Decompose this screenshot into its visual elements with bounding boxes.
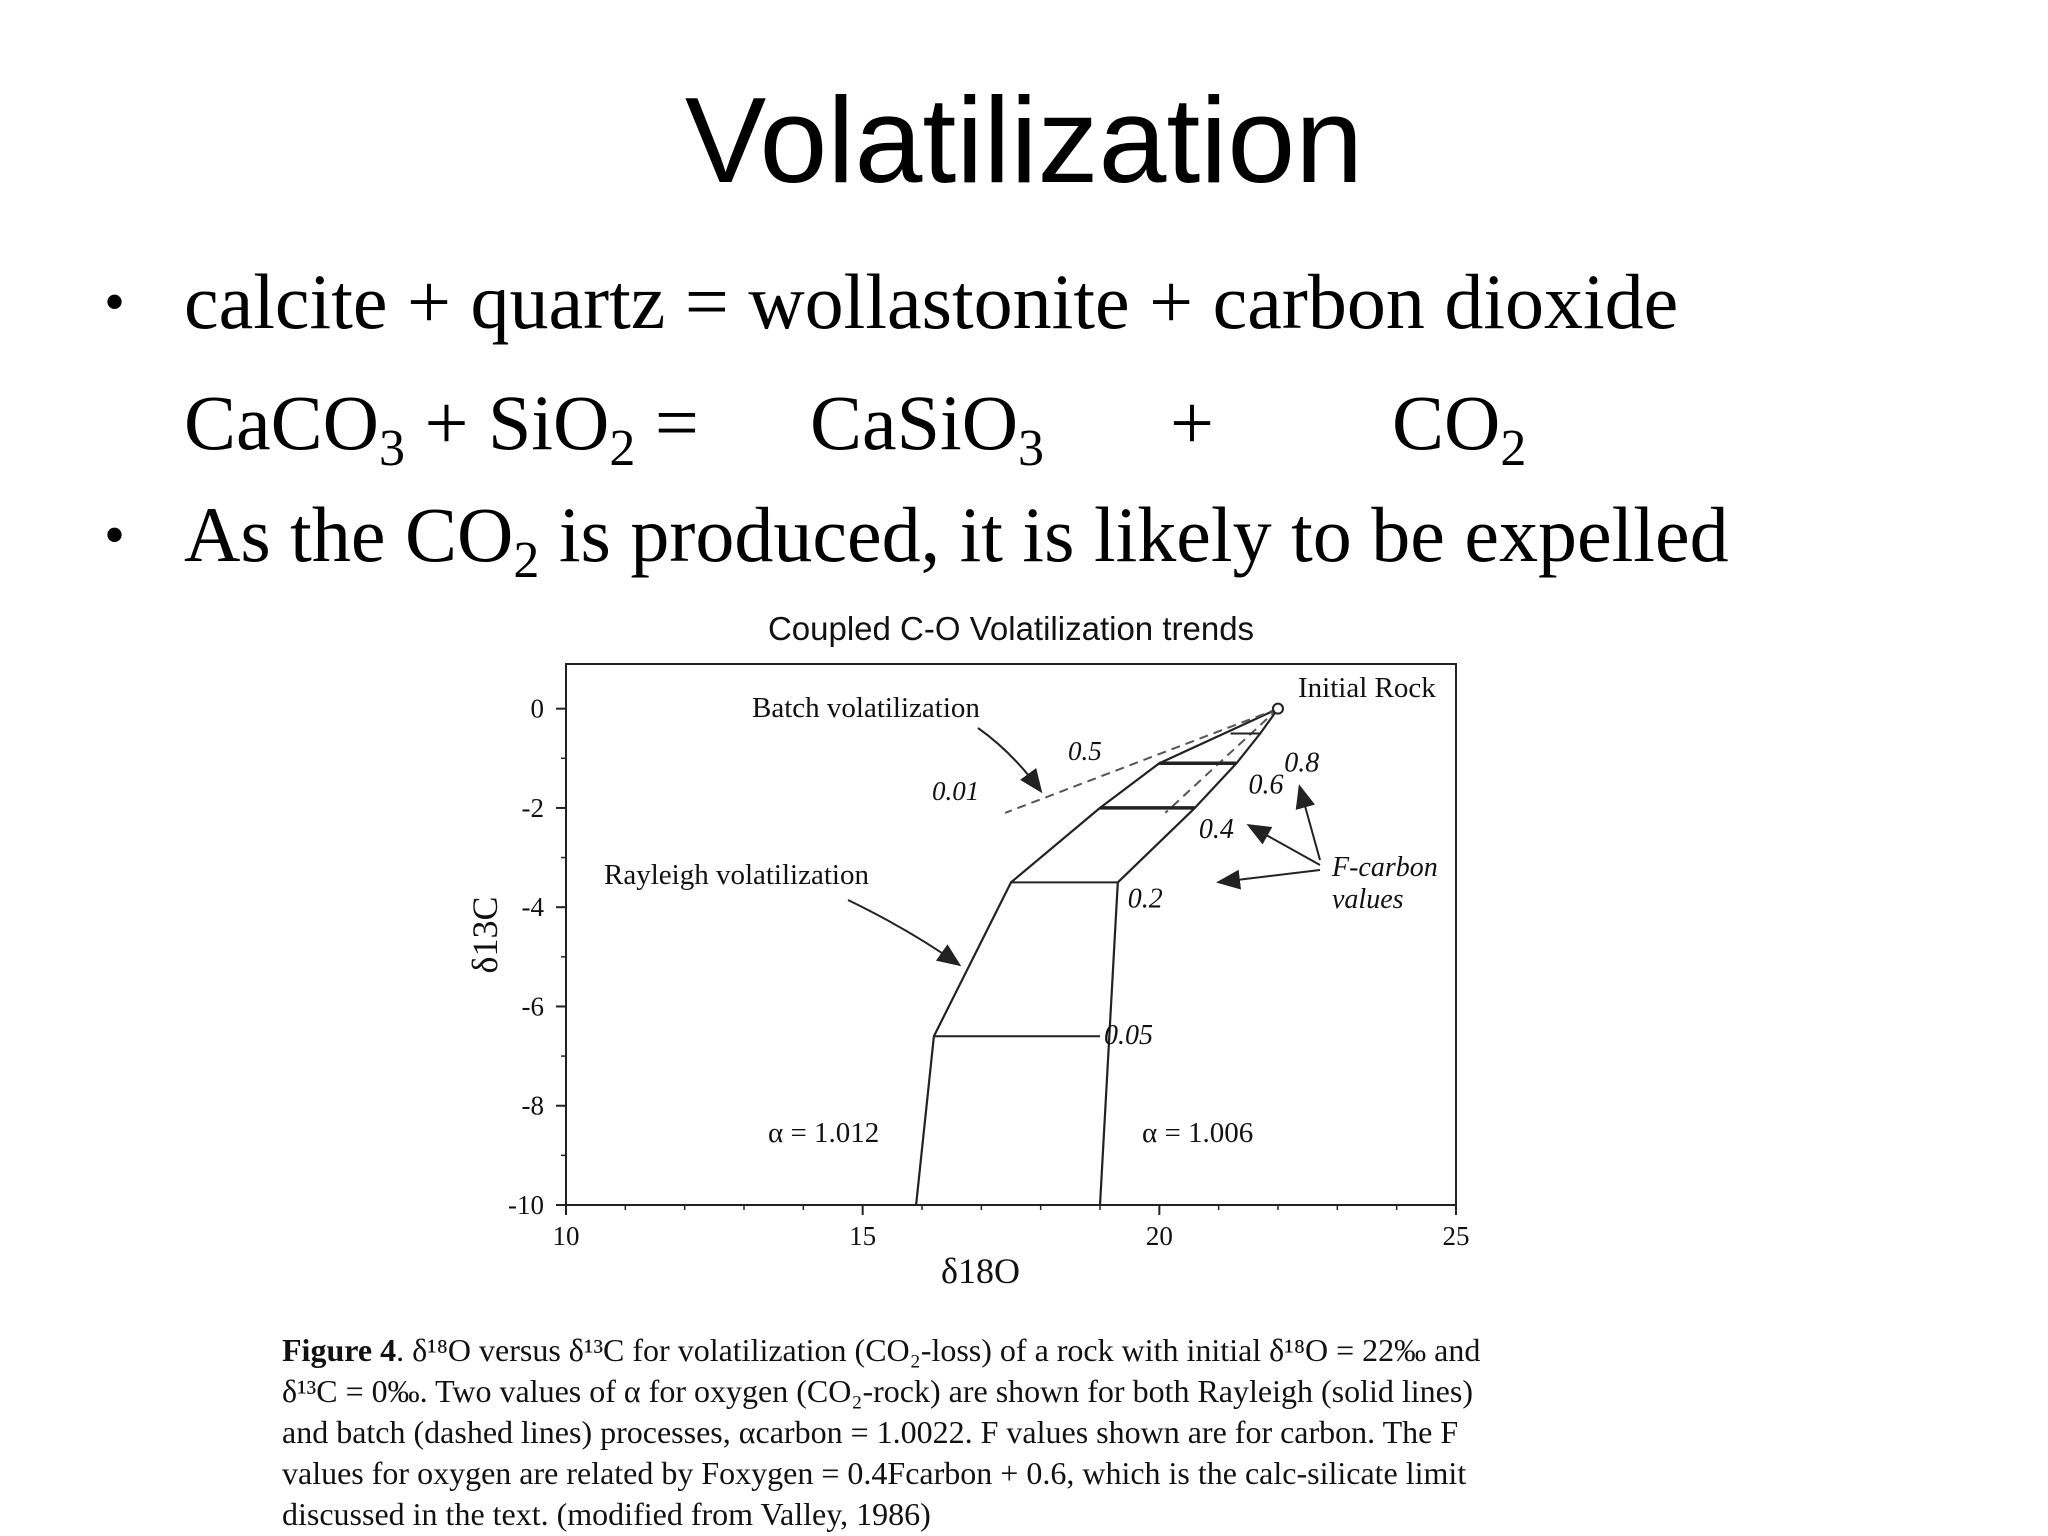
caption-line-5: discussed in the text. (modified from Va… — [282, 1496, 931, 1532]
figure-caption: Figure 4. δ¹⁸O versus δ¹³C for volatiliz… — [282, 1330, 1632, 1535]
x-tick-label: 20 — [1146, 1221, 1173, 1251]
y-tick-label: -6 — [522, 991, 545, 1021]
caption-line-3: and batch (dashed lines) processes, αcar… — [282, 1414, 1459, 1450]
chart-title: Coupled C-O Volatilization trends — [768, 610, 1254, 647]
annotation-batch: Batch volatilization — [752, 692, 980, 724]
arrow-rayleigh — [847, 899, 962, 967]
bullet-marker-1: • — [104, 269, 126, 335]
tie-label: 0.05 — [1104, 1020, 1153, 1051]
formula-quartz: SiO2 — [488, 379, 636, 477]
series-line-1 — [1098, 708, 1279, 1206]
annotation-batch-001: 0.01 — [932, 776, 979, 806]
series-line-3 — [1164, 707, 1279, 814]
annotation-rayleigh: Rayleigh volatilization — [604, 859, 869, 891]
formula-co2: CO2 — [1392, 379, 1527, 477]
slide-title: Volatilization — [684, 72, 1364, 208]
formula-plus-2: + — [1170, 379, 1214, 466]
arrow-f-carbon-06 — [1295, 784, 1321, 861]
y-axis-label: δ13C — [465, 897, 505, 974]
caption-line-2: δ¹³C = 0‰. Two values of α for oxygen (C… — [282, 1373, 1473, 1409]
initial-rock-marker — [1272, 702, 1284, 715]
y-tick-label: -8 — [522, 1091, 545, 1121]
x-tick-label: 15 — [849, 1221, 876, 1251]
bullet-text-reaction: calcite + quartz = wollastonite + carbon… — [184, 258, 1679, 345]
caption-line-1: . δ¹⁸O versus δ¹³C for volatilization (C… — [396, 1332, 1481, 1368]
series-line-2 — [1004, 707, 1279, 814]
y-tick-label: -10 — [508, 1190, 544, 1220]
x-axis-label: δ18O — [941, 1251, 1020, 1291]
caption-line-4: values for oxygen are related by Foxygen… — [282, 1455, 1467, 1491]
annotation-initial-rock: Initial Rock — [1298, 672, 1436, 704]
formula-calcite: CaCO3 — [184, 379, 405, 477]
series-line-0 — [915, 707, 1279, 1206]
annotation-values: values — [1332, 884, 1404, 915]
formula-line: CaCO3 + SiO2 = — [184, 378, 699, 477]
plot-frame — [565, 663, 1457, 1206]
tie-label: 0.8 — [1284, 747, 1319, 778]
tie-label: 0.6 — [1248, 769, 1283, 800]
annotation-alpha-right: α = 1.006 — [1142, 1117, 1253, 1149]
y-tick-label: 0 — [531, 694, 545, 724]
formula-wollastonite: CaSiO3 — [810, 379, 1045, 477]
annotation-f-carbon: F-carbon — [1331, 852, 1438, 883]
caption-figure-label: Figure 4 — [282, 1332, 397, 1368]
arrow-f-carbon-02 — [1216, 869, 1321, 890]
tie-label: 0.2 — [1128, 883, 1163, 914]
bullet-text-expelled: As the CO2 is produced, it is likely to … — [184, 491, 1729, 589]
tie-label: 0.4 — [1199, 814, 1234, 845]
formula-plus: + — [424, 379, 469, 466]
y-tick-label: -4 — [522, 892, 545, 922]
bullet-marker-2: • — [104, 502, 126, 568]
arrow-batch — [977, 727, 1043, 794]
annotation-alpha-left: α = 1.012 — [768, 1117, 879, 1149]
annotation-batch-05: 0.5 — [1068, 736, 1102, 766]
x-tick-label: 25 — [1443, 1221, 1470, 1251]
formula-equals: = — [654, 379, 699, 466]
y-tick-label: -2 — [522, 793, 545, 823]
arrow-f-carbon-04 — [1246, 824, 1321, 866]
x-tick-label: 10 — [553, 1221, 580, 1251]
